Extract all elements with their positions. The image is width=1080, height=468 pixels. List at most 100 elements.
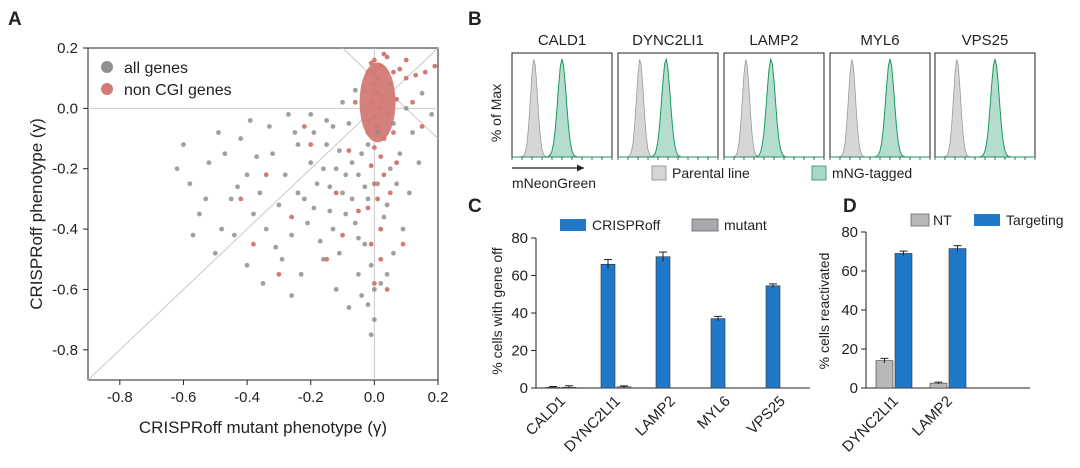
non-cgi-point bbox=[403, 75, 409, 81]
category-label: MYL6 bbox=[694, 393, 734, 433]
scatter-y-tick-label: -0.4 bbox=[52, 221, 78, 238]
legend-label-mutant: mutant bbox=[724, 217, 767, 233]
scatter-y-tick-label: -0.8 bbox=[52, 342, 78, 359]
histogram-title: LAMP2 bbox=[749, 32, 798, 49]
all-genes-point bbox=[333, 287, 339, 292]
bar-d-y-label: % cells reactivated bbox=[816, 253, 832, 370]
category-label: VPS25 bbox=[744, 393, 789, 438]
all-genes-point bbox=[371, 287, 377, 292]
category-label: DYNC2LI1 bbox=[839, 393, 902, 456]
all-genes-point bbox=[343, 172, 349, 178]
all-genes-point bbox=[263, 226, 269, 232]
all-genes-point bbox=[340, 190, 345, 196]
all-genes-point bbox=[416, 160, 422, 166]
histogram-lamp2: LAMP2 bbox=[723, 32, 825, 160]
all-genes-point bbox=[289, 293, 295, 298]
all-genes-point bbox=[321, 166, 326, 172]
histogram-vps25: VPS25 bbox=[934, 32, 1036, 160]
all-genes-point bbox=[375, 130, 380, 135]
legend-swatch-mutant bbox=[691, 218, 719, 232]
all-genes-point bbox=[292, 130, 298, 135]
all-genes-point bbox=[356, 235, 361, 241]
category-label: LAMP2 bbox=[909, 393, 956, 440]
all-genes-point bbox=[394, 181, 400, 187]
non-cgi-point bbox=[397, 66, 403, 72]
mng-histogram bbox=[512, 58, 612, 158]
bar-nt bbox=[875, 360, 894, 389]
non-cgi-point bbox=[410, 99, 415, 105]
all-genes-point bbox=[305, 220, 310, 226]
all-genes-point bbox=[346, 305, 352, 310]
non-cgi-point bbox=[352, 99, 358, 105]
all-genes-point bbox=[317, 238, 323, 244]
scatter-x-ticks: -0.8 -0.6 -0.4 -0.2 0.0 0.2 bbox=[107, 380, 448, 406]
y-tick-label: 20 bbox=[841, 341, 858, 358]
all-genes-point bbox=[247, 118, 253, 123]
histogram-x-label: mNeonGreen bbox=[512, 175, 596, 191]
scatter-x-tick-label: -0.8 bbox=[107, 389, 133, 406]
legend-swatch-crisproff bbox=[560, 219, 586, 231]
legend-label-nt: NT bbox=[933, 212, 952, 228]
non-cgi-point bbox=[289, 214, 295, 220]
all-genes-point bbox=[327, 184, 333, 190]
all-genes-point bbox=[206, 160, 212, 166]
all-genes-point bbox=[219, 226, 225, 232]
all-genes-point bbox=[403, 105, 409, 111]
y-tick-label: 40 bbox=[511, 305, 528, 322]
non-cgi-point bbox=[381, 172, 387, 178]
all-genes-point bbox=[349, 196, 355, 202]
bar-crisproff bbox=[710, 318, 726, 389]
all-genes-point bbox=[276, 202, 282, 208]
parental-histogram bbox=[830, 59, 930, 158]
bar-panel-d: 0 20 40 60 80 DYNC2LI1 LAMP2 % cells reactivat… bbox=[816, 212, 1064, 456]
all-genes-point bbox=[327, 208, 333, 214]
all-genes-point bbox=[270, 151, 275, 157]
all-genes-point bbox=[387, 166, 393, 172]
category-label: CALD1 bbox=[523, 393, 569, 439]
non-cgi-point bbox=[384, 287, 390, 292]
y-tick-label: 40 bbox=[841, 302, 858, 319]
histogram-title: MYL6 bbox=[860, 32, 899, 49]
all-genes-point bbox=[365, 142, 371, 147]
all-genes-point bbox=[298, 271, 304, 277]
histogram-dync2li1: DYNC2LI1 bbox=[617, 32, 719, 160]
bar-crisproff bbox=[655, 256, 671, 389]
y-tick-label: 0 bbox=[850, 380, 858, 397]
non-cgi-point bbox=[378, 226, 384, 232]
all-genes-point bbox=[352, 87, 358, 93]
non-cgi-point bbox=[384, 112, 390, 117]
non-cgi-point bbox=[378, 63, 384, 69]
y-tick-label: 60 bbox=[511, 268, 528, 285]
non-cgi-point bbox=[387, 81, 393, 87]
all-genes-point bbox=[238, 136, 244, 141]
all-genes-point bbox=[181, 142, 186, 147]
all-genes-point bbox=[266, 124, 272, 129]
all-genes-point bbox=[391, 250, 396, 256]
non-cgi-point bbox=[391, 69, 396, 75]
all-genes-point bbox=[235, 184, 240, 190]
non-cgi-point bbox=[301, 124, 307, 129]
non-cgi-point bbox=[324, 256, 330, 262]
scatter-points bbox=[174, 51, 438, 338]
mng-histogram bbox=[830, 58, 930, 158]
all-genes-point bbox=[203, 196, 209, 202]
non-cgi-point bbox=[378, 256, 384, 262]
all-genes-point bbox=[251, 211, 256, 217]
scatter-x-label: CRISPRoff mutant phenotype (γ) bbox=[139, 418, 387, 437]
panel-letter-a: A bbox=[8, 9, 22, 30]
non-cgi-point bbox=[375, 90, 380, 96]
non-cgi-point bbox=[371, 281, 377, 286]
non-cgi-point bbox=[333, 190, 339, 196]
scatter-y-tick-label: -0.6 bbox=[52, 281, 78, 298]
non-cgi-point bbox=[308, 142, 314, 147]
all-genes-point bbox=[273, 244, 279, 250]
all-genes-point bbox=[410, 130, 415, 135]
all-genes-point bbox=[346, 121, 352, 126]
mneongreen-arrow-head bbox=[577, 164, 584, 172]
all-genes-point bbox=[336, 148, 342, 154]
all-genes-point bbox=[286, 112, 291, 117]
scatter-x-tick-label: 0.0 bbox=[364, 389, 385, 406]
non-cgi-point bbox=[365, 205, 371, 211]
all-genes-point bbox=[244, 262, 250, 268]
non-cgi-point bbox=[419, 124, 425, 129]
